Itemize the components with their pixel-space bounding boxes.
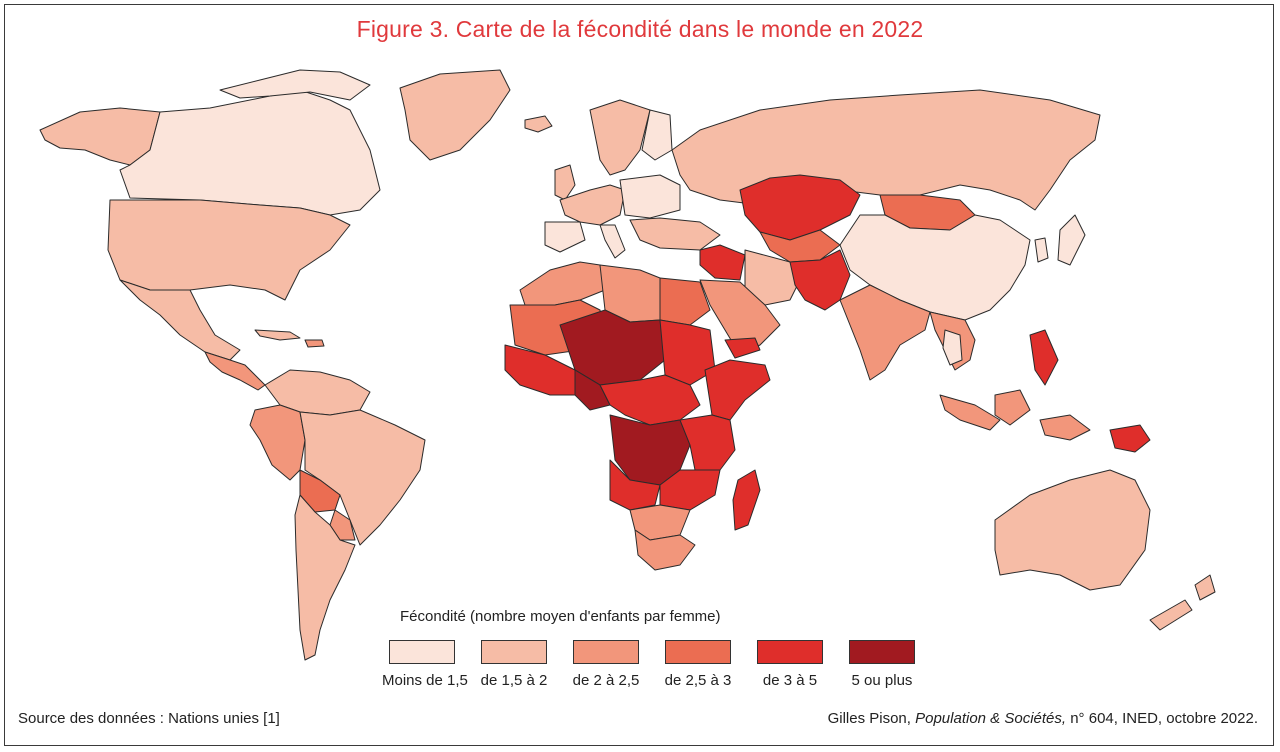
region-scandinavia (589, 99, 651, 176)
region-europe-central (619, 174, 681, 219)
region-australia (994, 469, 1151, 591)
region-borneo (994, 389, 1031, 426)
region-iraq-syria (699, 244, 746, 281)
region-central-africa (599, 374, 701, 426)
region-egypt (659, 277, 711, 326)
region-madagascar (732, 469, 761, 531)
citation-details: n° 604, INED, octobre 2022. (1070, 710, 1258, 727)
region-india (839, 284, 931, 381)
region-central-asia (759, 229, 841, 263)
region-finland (641, 109, 673, 161)
legend-item-4: de 2,5 à 3 (658, 640, 738, 689)
region-iberia (544, 221, 586, 253)
region-yemen (724, 337, 761, 359)
region-uk (554, 164, 576, 201)
legend-swatch-4 (665, 640, 731, 664)
legend-item-2: de 1,5 à 2 (474, 640, 554, 689)
region-greenland (399, 69, 511, 161)
region-new-zealand (1194, 574, 1216, 601)
legend-swatch-6 (849, 640, 915, 664)
region-italy (599, 224, 626, 259)
legend: Moins de 1,5 de 1,5 à 2 de 2 à 2,5 de 2,… (382, 640, 942, 700)
region-iceland (524, 115, 553, 133)
data-source: Source des données : Nations unies [1] (18, 710, 280, 727)
region-peru (249, 404, 306, 481)
legend-item-6: 5 ou plus (842, 640, 922, 689)
region-south-africa (634, 529, 696, 571)
legend-label-4: de 2,5 à 3 (664, 672, 732, 689)
region-central-america (204, 351, 266, 391)
region-argentina-chile (294, 494, 356, 661)
region-maghreb (519, 261, 606, 306)
citation-journal: Population & Sociétés, (915, 710, 1067, 727)
region-nigeria (574, 369, 611, 411)
region-indonesia-west (939, 394, 1001, 431)
region-canada (119, 89, 381, 216)
citation-author: Gilles Pison, (827, 710, 911, 727)
legend-item-5: de 3 à 5 (750, 640, 830, 689)
region-png (1109, 424, 1151, 453)
legend-label-3: de 2 à 2,5 (572, 672, 640, 689)
legend-swatch-5 (757, 640, 823, 664)
legend-swatch-3 (573, 640, 639, 664)
region-europe-west (559, 184, 626, 226)
legend-title: Fécondité (nombre moyen d'enfants par fe… (400, 608, 721, 625)
legend-label-5: de 3 à 5 (762, 672, 818, 689)
region-east-africa (679, 414, 736, 471)
legend-swatch-1 (389, 640, 455, 664)
legend-item-3: de 2 à 2,5 (566, 640, 646, 689)
region-philippines (1029, 329, 1059, 386)
region-arabia (699, 279, 781, 356)
region-angola (609, 459, 661, 511)
legend-label-1: Moins de 1,5 (382, 672, 468, 689)
region-balkans-turkey (629, 217, 721, 251)
region-mexico (119, 279, 241, 361)
region-indonesia-east (1039, 414, 1091, 441)
region-new-zealand-south (1149, 599, 1193, 631)
region-korea (1034, 237, 1049, 263)
citation: Gilles Pison, Population & Sociétés, n° … (828, 710, 1258, 727)
region-hispaniola (304, 339, 325, 348)
region-russia (671, 89, 1101, 211)
region-ethiopia-somalia (704, 359, 771, 421)
figure-title: Figure 3. Carte de la fécondité dans le … (356, 16, 924, 42)
legend-swatch-2 (481, 640, 547, 664)
legend-label-6: 5 ou plus (851, 672, 913, 689)
figure-frame (4, 4, 1274, 746)
region-japan (1057, 214, 1086, 266)
legend-label-2: de 1,5 à 2 (480, 672, 548, 689)
region-brazil (299, 409, 426, 546)
legend-item-1: Moins de 1,5 (382, 640, 468, 689)
region-usa (107, 199, 351, 301)
region-cuba (254, 329, 301, 341)
region-thailand (942, 329, 963, 366)
region-kazakhstan (739, 174, 861, 241)
region-paraguay (329, 509, 356, 541)
region-canada-islands (219, 69, 371, 101)
